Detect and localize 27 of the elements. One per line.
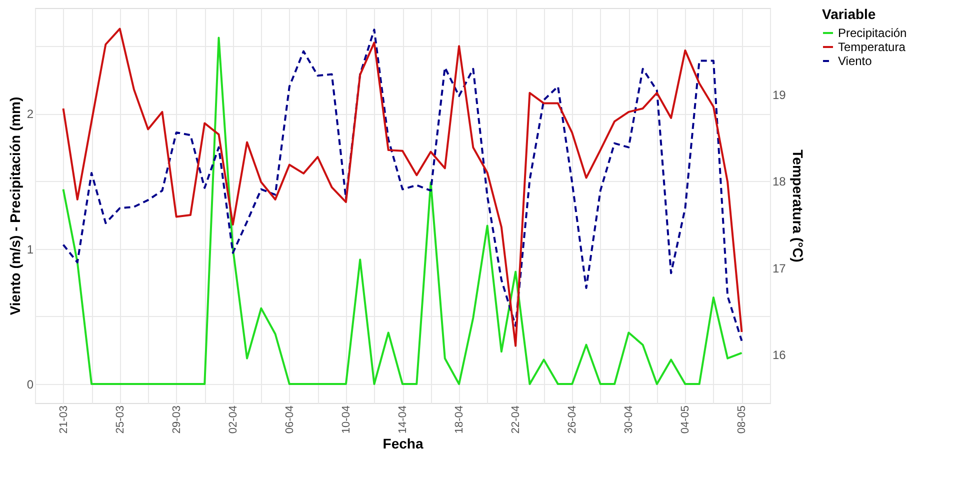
x-tick-label: 22-04 xyxy=(510,406,522,434)
x-tick-label: 08-05 xyxy=(736,406,748,434)
legend-title: Variable xyxy=(822,6,876,22)
y-axis-title: Viento (m/s) - Precipitación (mm) xyxy=(6,96,23,316)
y2-axis-title: Temperatura (°C) xyxy=(790,150,806,262)
y-tick-label: 2 xyxy=(26,107,34,122)
x-tick-label: 14-04 xyxy=(397,406,409,434)
x-axis-title: Fecha xyxy=(382,436,424,452)
x-tick-label: 06-04 xyxy=(284,406,296,434)
x-tick-label: 18-04 xyxy=(454,406,466,434)
x-tick-label: 26-04 xyxy=(566,406,579,434)
y-tick-label: 0 xyxy=(26,378,34,392)
legend-label: Temperatura xyxy=(838,40,906,54)
y-tick-label: 1 xyxy=(26,242,34,256)
x-tick-label: 04-05 xyxy=(680,406,692,434)
x-tick-label: 29-03 xyxy=(170,406,183,434)
y2-tick-label: 17 xyxy=(772,261,786,276)
x-tick-label: 21-03 xyxy=(58,406,70,434)
y2-tick-label: 19 xyxy=(772,88,786,102)
x-tick-label: 10-04 xyxy=(340,406,352,434)
legend-label: Precipitación xyxy=(838,26,907,40)
y2-tick-label: 16 xyxy=(772,348,786,362)
x-tick-label: 25-03 xyxy=(114,406,126,434)
legend-label: Viento xyxy=(838,54,872,68)
x-tick-label: 30-04 xyxy=(623,406,636,434)
x-tick-label: 02-04 xyxy=(227,406,240,434)
y2-tick-label: 18 xyxy=(772,174,786,189)
